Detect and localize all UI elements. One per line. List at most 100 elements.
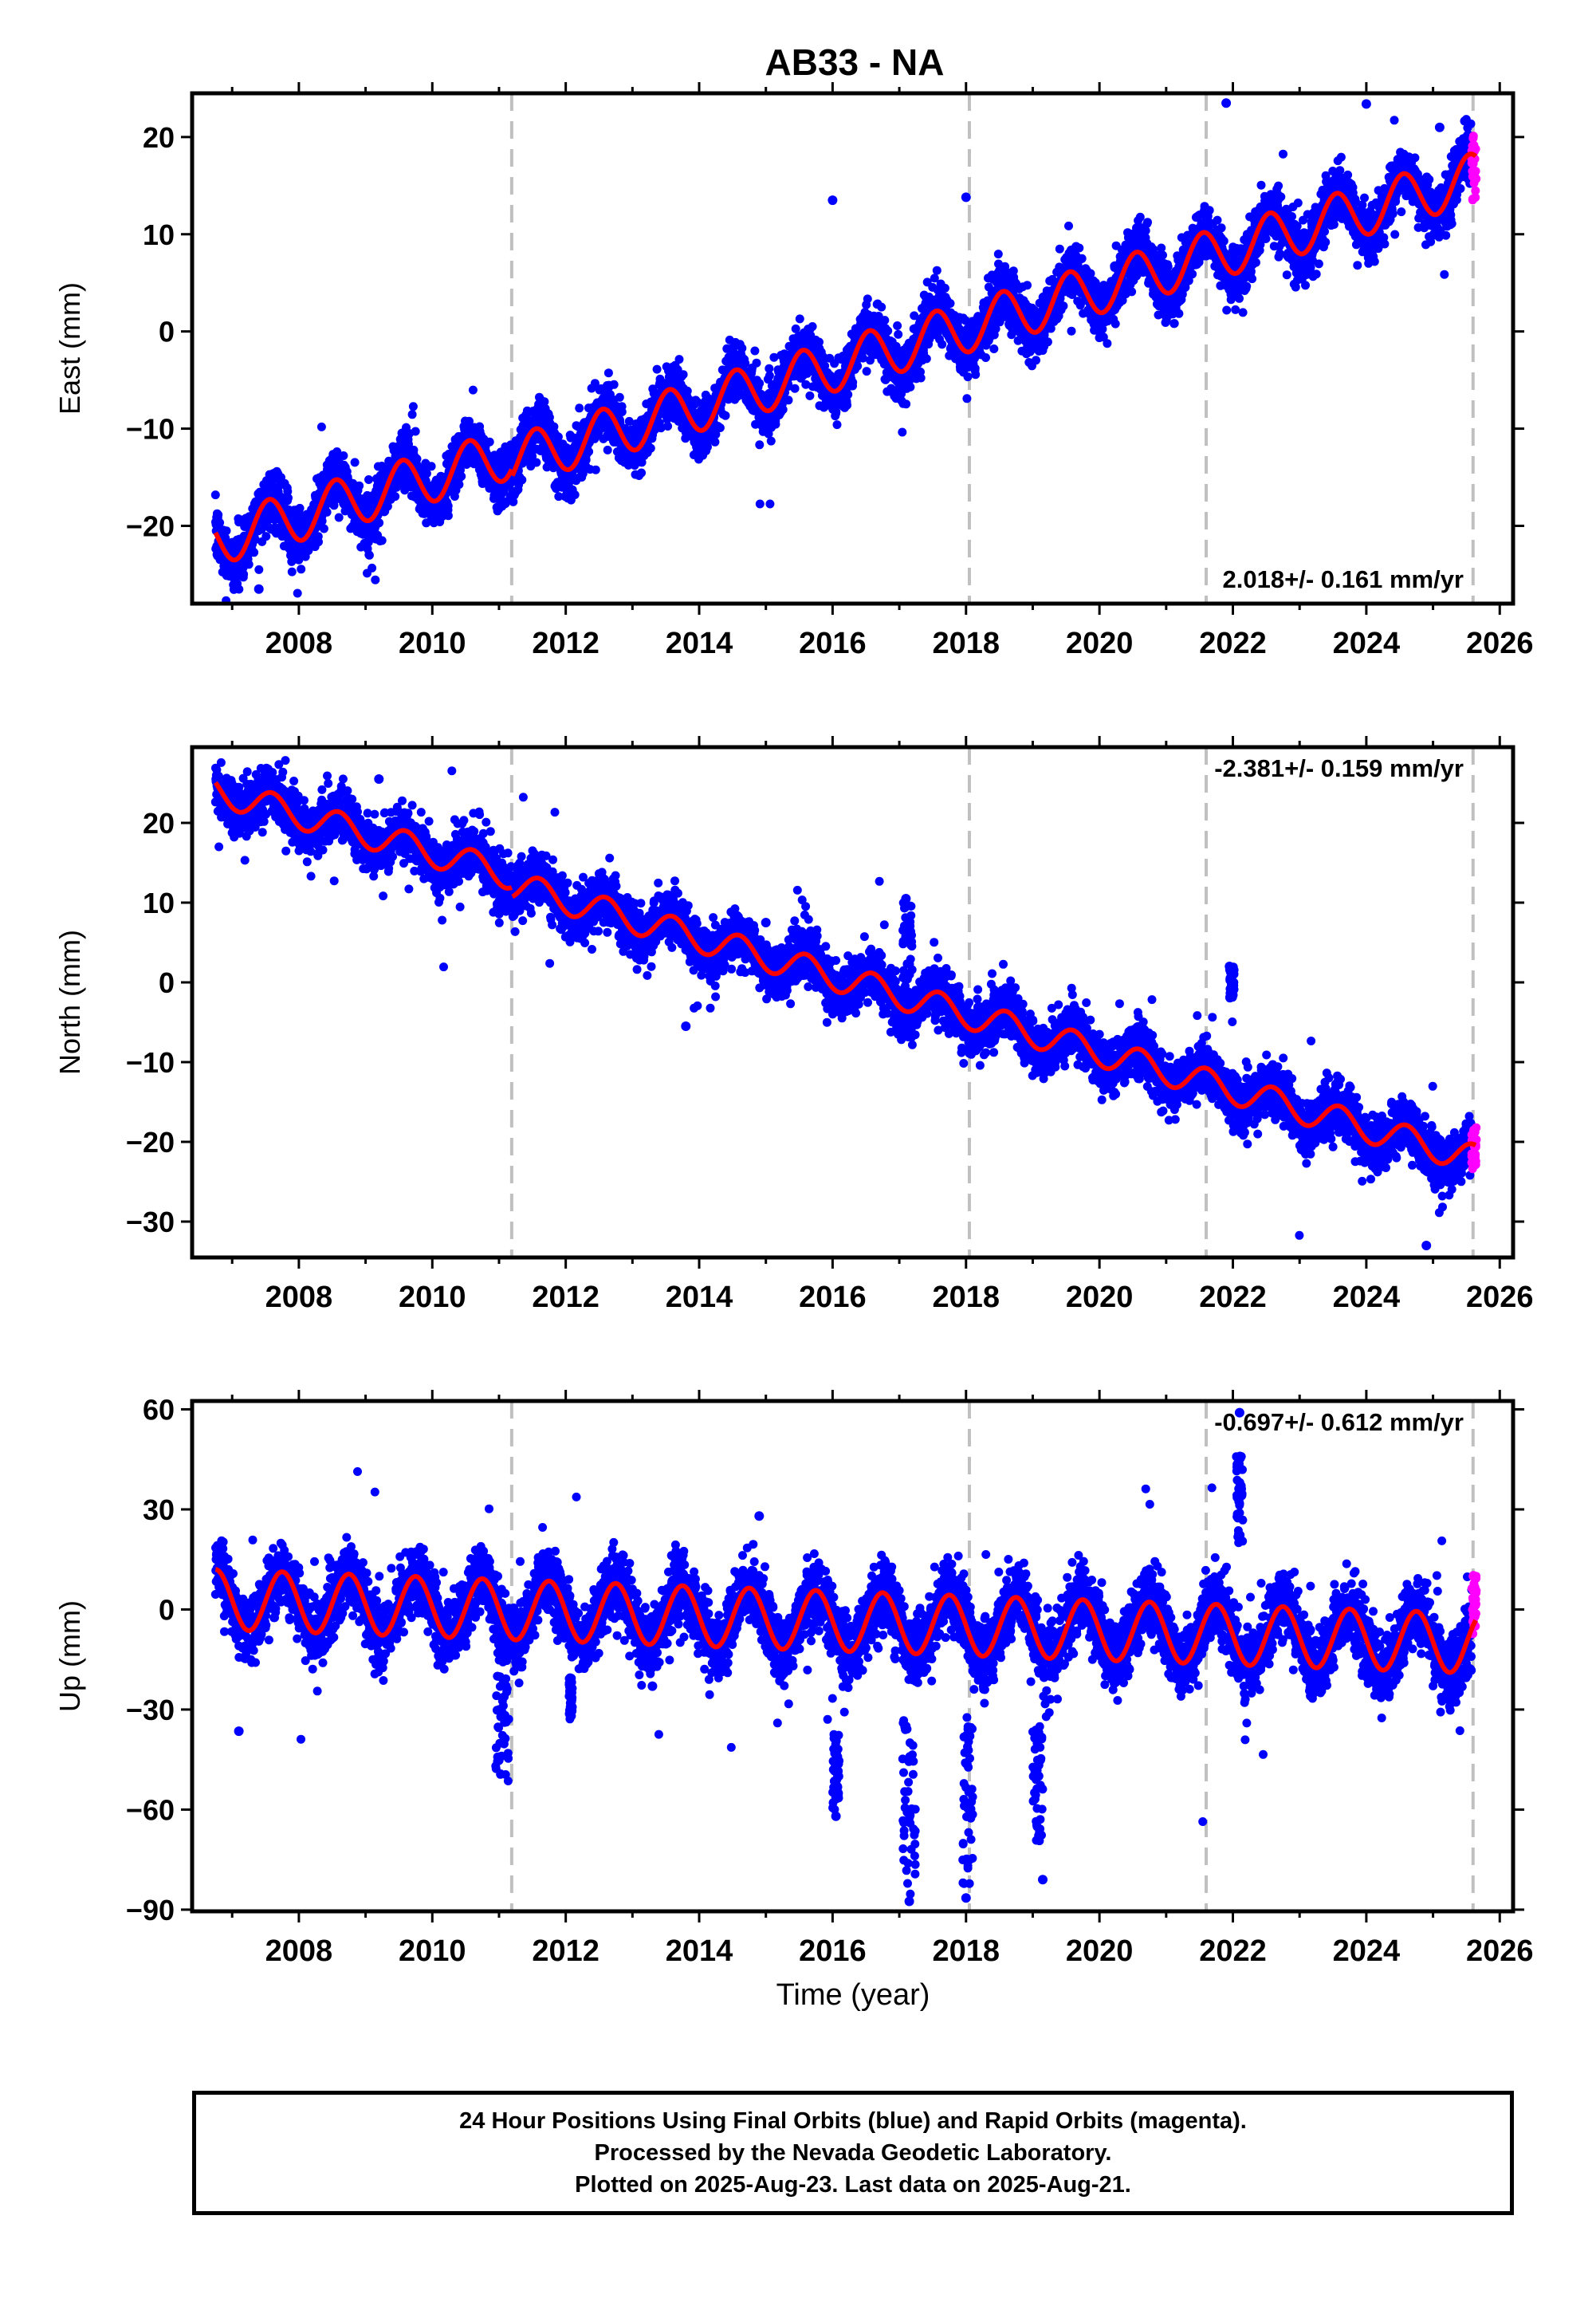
data-point (454, 480, 464, 490)
data-point (214, 510, 223, 520)
data-point (375, 518, 384, 528)
data-point (517, 475, 527, 485)
data-point (422, 469, 431, 478)
data-point (239, 569, 249, 579)
data-point (319, 524, 328, 533)
data-point (1055, 244, 1064, 254)
data-point (364, 550, 374, 560)
final-orbit-points (210, 98, 1476, 604)
data-point (603, 368, 613, 378)
data-point (652, 364, 662, 374)
data-point (222, 526, 231, 536)
data-point (766, 436, 776, 446)
data-point (427, 462, 436, 471)
data-point (916, 373, 926, 383)
data-point (383, 502, 392, 511)
data-point (293, 588, 302, 598)
data-point (575, 403, 584, 413)
data-point (678, 370, 688, 380)
data-point (1075, 243, 1084, 253)
data-point (784, 396, 793, 405)
data-point (314, 537, 323, 547)
data-point (945, 299, 955, 308)
data-point (880, 316, 890, 325)
data-point (808, 322, 817, 331)
data-point (412, 455, 422, 463)
data-point (721, 411, 730, 420)
data-point (883, 326, 893, 336)
data-point (863, 294, 872, 304)
data-point (284, 493, 293, 502)
data-point (682, 386, 692, 396)
data-point (902, 399, 911, 409)
data-point (368, 563, 377, 573)
data-point (1059, 301, 1068, 311)
data-point (250, 548, 259, 557)
figure-title: AB33 - NA (765, 41, 945, 83)
data-point (1111, 319, 1120, 329)
data-point (755, 499, 765, 509)
data-point (862, 367, 871, 376)
data-point (771, 419, 780, 429)
data-point (922, 354, 931, 364)
data-point (715, 423, 725, 432)
data-point (443, 511, 453, 521)
data-point (244, 560, 254, 569)
data-point (790, 384, 800, 393)
data-point (316, 422, 326, 431)
data-point (250, 535, 260, 545)
data-point (963, 372, 973, 382)
data-point (404, 439, 413, 449)
data-point (411, 427, 420, 436)
data-point (843, 400, 852, 410)
data-point (584, 447, 594, 456)
data-point (350, 458, 360, 467)
data-point (1067, 326, 1076, 336)
data-point (962, 394, 972, 403)
data-point (210, 490, 220, 500)
data-point (609, 380, 619, 389)
data-point (1077, 254, 1087, 263)
data-point (407, 410, 417, 419)
data-point (1043, 337, 1052, 347)
data-point (989, 344, 999, 353)
data-point (294, 555, 304, 565)
data-point (287, 567, 297, 577)
data-point (805, 391, 815, 400)
data-point (355, 481, 364, 490)
data-point (765, 371, 774, 380)
data-point (334, 513, 344, 522)
data-point (906, 382, 915, 392)
data-point (853, 361, 863, 371)
data-point (940, 283, 949, 293)
data-point (234, 584, 244, 594)
data-point (848, 378, 858, 387)
data-point (971, 370, 981, 380)
data-point (898, 427, 907, 437)
data-point (332, 447, 342, 456)
data-point (377, 536, 387, 545)
data-point (443, 502, 453, 510)
data-point (755, 440, 765, 450)
data-point (932, 266, 941, 275)
data-point (570, 490, 580, 499)
data-point (710, 437, 720, 447)
data-point (981, 353, 990, 362)
data-point (339, 451, 348, 460)
data-point (993, 250, 1003, 259)
data-point (894, 329, 903, 339)
data-point (317, 517, 327, 525)
data-point (457, 471, 466, 481)
data-point (591, 465, 600, 474)
data-point (409, 445, 419, 455)
data-point (391, 492, 400, 502)
data-point (364, 475, 373, 484)
data-point (752, 358, 761, 368)
data-point (765, 499, 775, 509)
data-point (795, 314, 804, 324)
data-point (832, 420, 842, 430)
data-point (329, 501, 339, 510)
data-point (1103, 339, 1112, 348)
data-point (283, 486, 293, 496)
